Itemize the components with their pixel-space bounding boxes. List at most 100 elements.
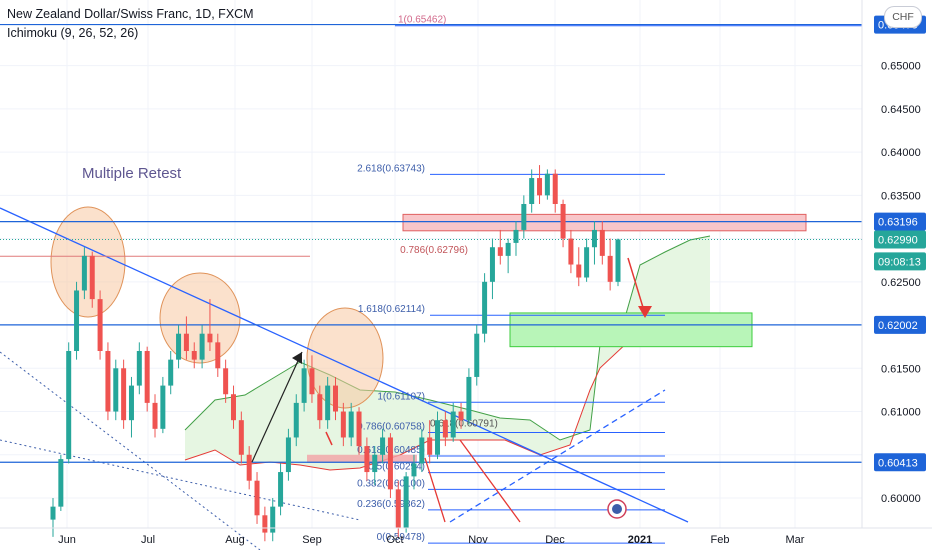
ichimoku-span-a [184, 235, 711, 441]
candle-body [584, 247, 590, 278]
candle-body [513, 229, 519, 243]
price-label-bg [874, 315, 926, 334]
candle-body [427, 437, 433, 455]
x-tick-label: Nov [468, 534, 488, 546]
price-label-bg [874, 252, 926, 271]
candle-body [529, 178, 535, 204]
candle-body [560, 203, 566, 239]
candle-body [254, 480, 260, 516]
fib-label: 0(0.59478) [377, 532, 425, 543]
fib-label: 2.618(0.63743) [357, 163, 425, 174]
x-tick-label: Sep [302, 534, 322, 546]
candle-body [97, 299, 103, 351]
candle-body [521, 203, 527, 230]
down-arrow [627, 257, 646, 315]
candle-body [207, 333, 213, 343]
ichimoku-cloud [185, 236, 710, 470]
retest-ellipse [306, 307, 384, 409]
candle-body [105, 350, 111, 412]
descending-trendline [0, 207, 689, 523]
event-marker-inner [612, 504, 622, 514]
candle-body [356, 411, 362, 447]
candle-body [199, 333, 205, 360]
candle-body [372, 454, 378, 473]
candle-body [544, 173, 550, 196]
y-tick-label: 0.65000 [881, 61, 921, 73]
x-tick-label: Jun [58, 534, 76, 546]
dotted-trendline-2 [0, 439, 361, 521]
candle-body [450, 411, 456, 438]
y-tick-label: 0.64500 [881, 104, 921, 116]
y-tick-label: 0.61500 [881, 363, 921, 375]
candle-body [489, 247, 495, 282]
price-label: 0.62990 [878, 234, 918, 246]
candle-body [89, 255, 95, 300]
candle-body [81, 255, 87, 291]
retest-ellipse [50, 206, 126, 318]
multiple-retest-annotation: Multiple Retest [82, 165, 182, 182]
candle-body [615, 239, 621, 282]
candle-body [482, 281, 488, 334]
x-tick-label: 2021 [628, 534, 652, 546]
price-label-bg [874, 453, 926, 472]
candle-body [348, 411, 354, 438]
candle-body [278, 472, 284, 507]
red-line [459, 439, 521, 523]
candle-body [160, 385, 166, 429]
red-line-2 [424, 457, 446, 523]
chart-title: New Zealand Dollar/Swiss Franc, 1D, FXCM [7, 7, 254, 21]
candle-body [387, 437, 393, 490]
resistance-zone [402, 213, 807, 232]
fib-label: 0.5(0.60294) [368, 462, 425, 473]
y-tick-label: 0.61000 [881, 407, 921, 419]
candle-body [537, 178, 543, 196]
fib-label: 1(0.65462) [398, 15, 446, 26]
candle-body [395, 489, 401, 529]
candle-body [442, 420, 448, 438]
candle-body [262, 515, 268, 533]
indicator-label[interactable]: Ichimoku (9, 26, 52, 26) [7, 26, 139, 40]
x-tick-label: Feb [711, 534, 730, 546]
candle-body [50, 506, 56, 520]
candle-body [333, 385, 338, 412]
candle-body [599, 229, 605, 256]
candle-body [301, 368, 307, 403]
candle-body [607, 255, 613, 282]
fib-label: 1(0.61107) [377, 391, 425, 402]
price-label-bg [874, 212, 926, 231]
candle-body [238, 420, 244, 455]
candle-body [246, 454, 252, 481]
y-tick-label: 0.63500 [881, 190, 921, 202]
currency-button[interactable]: CHF [884, 6, 922, 28]
candle-body [191, 350, 197, 360]
price-label: 0.63196 [878, 217, 918, 229]
candle-body [576, 264, 582, 278]
candle-body [230, 394, 236, 421]
small-resistance-zone [307, 454, 417, 463]
y-tick-label: 0.64000 [881, 147, 921, 159]
candle-body [270, 506, 276, 533]
y-tick-label: 0.60000 [881, 493, 921, 505]
candle-body [317, 394, 323, 421]
y-tick-label: 0.62500 [881, 277, 921, 289]
candle-body [285, 437, 291, 473]
candle-body [458, 411, 464, 421]
candle-body [152, 402, 158, 429]
x-tick-label: Oct [386, 534, 403, 546]
candle-body [411, 463, 417, 477]
candle-body [144, 350, 150, 403]
price-label: 0.60413 [878, 457, 918, 469]
support-zone [509, 312, 753, 348]
candle-body [552, 173, 558, 204]
candle-body [168, 359, 174, 386]
up-arrow [251, 351, 303, 463]
up-arrow-head [292, 352, 302, 364]
candle-body [223, 368, 229, 395]
candle-body [591, 229, 597, 248]
x-tick-label: Mar [786, 534, 805, 546]
candle-body [466, 376, 472, 421]
candle-body [497, 247, 503, 256]
dashed-up-trendline [449, 389, 666, 523]
candle-body [66, 350, 72, 460]
